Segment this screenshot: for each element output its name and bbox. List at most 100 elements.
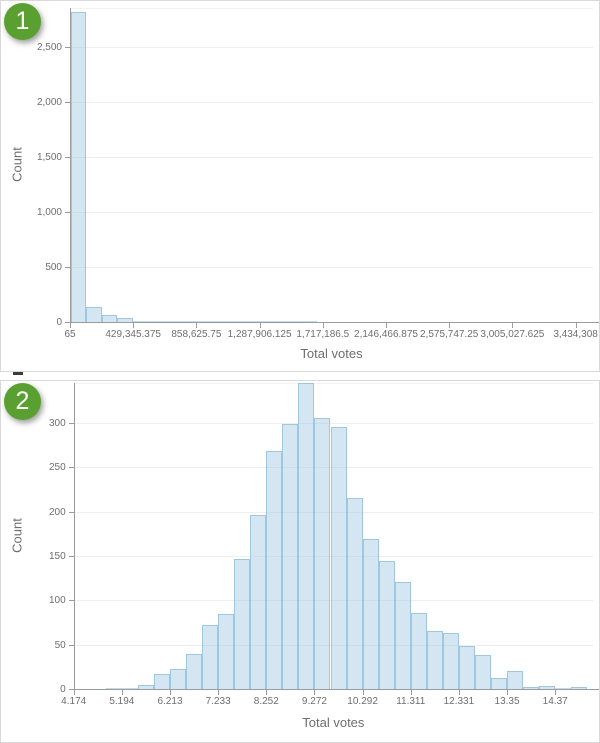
histogram-bar[interactable] — [137, 685, 154, 689]
x-tick-label: 2,146,466.875 — [354, 329, 418, 340]
histogram-2-canvas: 0 50 100 150 200 250 300 4.174 5.194 6.213 7.233 8.… — [1, 381, 599, 742]
histogram-1-canvas: 0 500 1,000 1,500 2,000 2,500 65 429,345.375 858… — [1, 1, 599, 371]
y-tick-mark — [65, 156, 70, 158]
y-tick-mark — [65, 211, 70, 213]
histogram-bar[interactable] — [71, 11, 87, 322]
y-tick-label: 250 — [49, 462, 66, 474]
histogram-bar[interactable] — [224, 321, 241, 322]
histogram-bar[interactable] — [186, 653, 203, 689]
y-tick-label: 50 — [54, 639, 66, 651]
y-tick-mark — [68, 422, 74, 424]
histogram-bar[interactable] — [571, 687, 588, 689]
histogram-bar[interactable] — [194, 321, 210, 322]
histogram-bar[interactable] — [147, 321, 164, 322]
x-tick-label: 1,287,906.125 — [227, 329, 292, 340]
x-tick-mark — [507, 690, 509, 695]
histogram-bar[interactable] — [362, 539, 379, 689]
x-axis-line — [70, 322, 599, 323]
histogram-bar[interactable] — [346, 498, 363, 689]
histogram-bar[interactable] — [132, 321, 148, 322]
histogram-bar[interactable] — [218, 613, 235, 689]
histogram-bar[interactable] — [255, 321, 271, 322]
y-gridline — [74, 511, 593, 513]
histogram-bar[interactable] — [378, 561, 395, 689]
y-tick-label: 1,000 — [36, 206, 62, 218]
x-tick-mark — [575, 323, 577, 328]
histogram-bar[interactable] — [394, 581, 411, 689]
y-gridline — [71, 101, 593, 103]
x-tick-mark — [196, 323, 198, 328]
histogram-bar[interactable] — [442, 633, 459, 689]
histogram-bar[interactable] — [298, 383, 315, 689]
histogram-bar[interactable] — [105, 688, 122, 689]
x-tick-label: 12.331 — [443, 696, 475, 707]
x-tick-label: 3,005,027.625 — [480, 329, 545, 340]
histogram-bar[interactable] — [170, 669, 187, 689]
y-tick-label: 500 — [45, 261, 62, 273]
histogram-bar[interactable] — [410, 612, 427, 689]
histogram-bar[interactable] — [121, 688, 138, 689]
histogram-bar[interactable] — [240, 321, 256, 322]
histogram-bar[interactable] — [234, 558, 251, 689]
y-gridline — [74, 422, 593, 424]
histogram-bar[interactable] — [250, 515, 267, 689]
histogram-bar[interactable] — [86, 306, 102, 322]
y-tick-mark — [68, 511, 74, 513]
x-tick-label: 9.272 — [301, 696, 327, 707]
y-tick-mark — [68, 467, 74, 469]
histogram-bar[interactable] — [202, 625, 219, 689]
x-tick-mark — [322, 323, 324, 328]
histogram-bar[interactable] — [330, 427, 347, 689]
x-tick-mark — [73, 690, 75, 695]
y-tick-mark — [68, 644, 74, 646]
histogram-bar[interactable] — [314, 417, 331, 689]
histogram-bar[interactable] — [458, 646, 475, 689]
x-tick-label: 5.194 — [109, 696, 135, 707]
x-tick-label: 14.37 — [542, 696, 568, 707]
histogram-bar[interactable] — [178, 321, 195, 322]
x-tick-label: 8.252 — [253, 696, 279, 707]
y-tick-label: 2,500 — [36, 41, 62, 53]
x-tick-label: 65 — [64, 329, 76, 340]
y-tick-mark — [65, 266, 70, 268]
y-gridline — [74, 600, 593, 602]
x-tick-label: 6.213 — [157, 696, 183, 707]
histogram-bar[interactable] — [163, 321, 179, 322]
histogram-bar[interactable] — [555, 688, 572, 689]
histogram-bar[interactable] — [117, 318, 133, 322]
x-tick-mark — [386, 323, 387, 328]
y-tick-mark — [68, 600, 74, 602]
x-tick-label: 858,625.75 — [171, 329, 222, 340]
x-tick-label: 1,717,186.5 — [296, 329, 350, 340]
histogram-bar[interactable] — [282, 423, 299, 689]
histogram-bar[interactable] — [153, 673, 170, 689]
plot-top-border — [70, 8, 593, 9]
histogram-bar[interactable] — [286, 321, 302, 322]
histogram-bar[interactable] — [474, 655, 491, 689]
histogram-bar[interactable] — [426, 631, 443, 689]
y-axis-title-count-1: Count — [9, 147, 25, 182]
histogram-bar[interactable] — [301, 321, 318, 322]
histogram-bar[interactable] — [270, 321, 287, 322]
y-axis-line — [73, 383, 75, 689]
y-tick-label: 150 — [49, 550, 66, 562]
x-axis-title-total-votes-2: Total votes — [302, 715, 365, 730]
x-tick-label: 4.174 — [61, 696, 87, 707]
y-tick-mark — [68, 689, 74, 690]
x-tick-mark — [314, 690, 316, 695]
x-tick-mark — [70, 323, 71, 328]
histogram-bar[interactable] — [491, 678, 508, 689]
histogram-bar[interactable] — [209, 321, 225, 322]
y-gridline — [71, 211, 593, 213]
histogram-bar[interactable] — [101, 314, 118, 322]
y-tick-label: 100 — [49, 595, 66, 607]
y-tick-mark — [65, 322, 70, 323]
histogram-bar[interactable] — [266, 451, 283, 689]
x-tick-label: 2,575,747.25 — [419, 329, 479, 340]
histogram-bar[interactable] — [539, 686, 556, 689]
y-gridline — [71, 266, 593, 268]
x-tick-mark — [266, 690, 268, 695]
histogram-bar[interactable] — [507, 671, 524, 689]
histogram-bar[interactable] — [523, 687, 540, 689]
x-tick-mark — [218, 690, 220, 695]
